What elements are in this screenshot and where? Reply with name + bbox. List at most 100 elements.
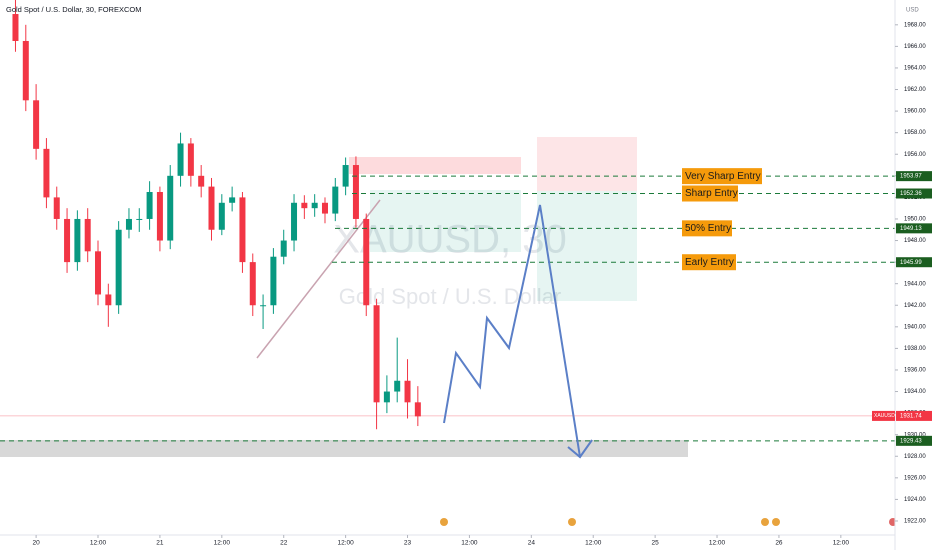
support-zone [0, 440, 688, 457]
entry-label: 50% Entry [685, 223, 731, 234]
projection-path [443, 204, 581, 458]
candle-body [136, 218, 143, 220]
y-tick-label: 1944.00 [904, 281, 926, 287]
event-icon [568, 518, 576, 526]
event-icon [440, 518, 448, 526]
trend-line [256, 199, 381, 359]
x-tick-label: 12:00 [461, 540, 478, 547]
y-tick-label: 1928.00 [904, 454, 926, 460]
x-tick-label: 24 [528, 540, 536, 547]
candle-body [332, 186, 339, 214]
entry-label: Very Sharp Entry [685, 171, 761, 182]
candle-body [394, 380, 401, 392]
levels: Very Sharp Entry Sharp Entry 50% Entry Earl… [0, 168, 895, 442]
candle-body [321, 202, 328, 214]
symbol-title: Gold Spot / U.S. Dollar, 30, FOREXCOM [6, 5, 141, 14]
x-tick-label: 25 [652, 540, 660, 547]
candle-body [363, 218, 370, 306]
x-tick-label: 22 [280, 540, 288, 547]
x-tick-label: 20 [32, 540, 40, 547]
price-axis-bg [895, 0, 932, 550]
y-tick-label: 1968.00 [904, 22, 926, 28]
entry-label-box [682, 220, 732, 237]
y-tick-label: 1958.00 [904, 130, 926, 136]
price-tag [896, 257, 932, 268]
candle-body [177, 143, 184, 176]
entry-label-box [682, 168, 762, 185]
x-tick-label: 12:00 [585, 540, 602, 547]
candle-body [115, 229, 122, 306]
candle-body [198, 175, 205, 187]
price-tag-label: 1945.99 [900, 260, 922, 266]
candle-body [239, 197, 246, 263]
y-tick-label: 1940.00 [904, 324, 926, 330]
x-tick-label: 23 [404, 540, 412, 547]
candle-body [280, 240, 287, 257]
risk-box [537, 137, 637, 191]
price-tag [896, 410, 932, 421]
candle-body [95, 251, 102, 295]
y-tick-label: 1962.00 [904, 87, 926, 93]
candle-body [208, 186, 215, 230]
candle-body [105, 294, 112, 306]
y-tick-label: 1936.00 [904, 368, 926, 374]
y-tick-label: 1938.00 [904, 346, 926, 352]
candles [12, 0, 421, 430]
symbol-tag-label: XAUUSD [874, 413, 895, 419]
risk-box [349, 157, 521, 174]
price-tag-label: 1952.36 [900, 191, 922, 197]
price-tag [896, 188, 932, 199]
event-icon [761, 518, 769, 526]
x-tick-label: 12:00 [90, 540, 107, 547]
x-tick-label: 26 [775, 540, 783, 547]
symbol-tag [872, 410, 895, 421]
currency: USD [906, 8, 919, 14]
candle-body [64, 218, 71, 263]
x-tick-label: 12:00 [709, 540, 726, 547]
candle-body [249, 262, 256, 306]
candle-body [342, 165, 349, 187]
candle-body [187, 143, 194, 176]
candle-body [260, 305, 267, 307]
x-tick-label: 12:00 [833, 540, 850, 547]
price-tags: 1953.97 1952.36 1949.13 1945.99 1929.43 XAUUS… [872, 171, 932, 446]
candle-body [146, 191, 153, 219]
reward-box [537, 191, 637, 301]
price-tag-label: 1931.74 [900, 413, 922, 419]
y-tick-label: 1960.00 [904, 109, 926, 115]
price-tag-label: 1949.13 [900, 226, 922, 232]
price-tag [896, 171, 932, 182]
candle-body [301, 202, 308, 209]
candle-body [74, 218, 81, 263]
y-tick-label: 1922.00 [904, 519, 926, 525]
y-tick-label: 1948.00 [904, 238, 926, 244]
candle-body [373, 305, 380, 403]
y-tick-label: 1942.00 [904, 303, 926, 309]
watermark-name: Gold Spot / U.S. Dollar [339, 284, 562, 309]
entry-label: Early Entry [685, 257, 734, 268]
candle-body [33, 100, 40, 149]
y-tick-label: 1924.00 [904, 497, 926, 503]
price-tag [896, 435, 932, 446]
y-tick-label: 1930.00 [904, 432, 926, 438]
candle-body [311, 202, 318, 209]
candle-body [291, 202, 298, 241]
candle-body [383, 391, 390, 403]
candle-body [53, 197, 60, 219]
y-tick-label: 1956.00 [904, 152, 926, 158]
arrow-head [567, 439, 593, 459]
price-tag [896, 223, 932, 234]
y-tick-label: 1950.00 [904, 217, 926, 223]
candle-body [84, 218, 91, 252]
x-tick-label: 12:00 [337, 540, 354, 547]
price-tag-label: 1953.97 [900, 174, 922, 180]
candle-body [404, 380, 411, 403]
x-tick-label: 12:00 [214, 540, 231, 547]
y-tick-label: 1934.00 [904, 389, 926, 395]
watermark-symbol: XAUUSD, 30 [333, 218, 566, 262]
candle-body [156, 191, 163, 241]
candle-body [414, 402, 421, 417]
event-icon [772, 518, 780, 526]
reward-box [370, 190, 521, 252]
